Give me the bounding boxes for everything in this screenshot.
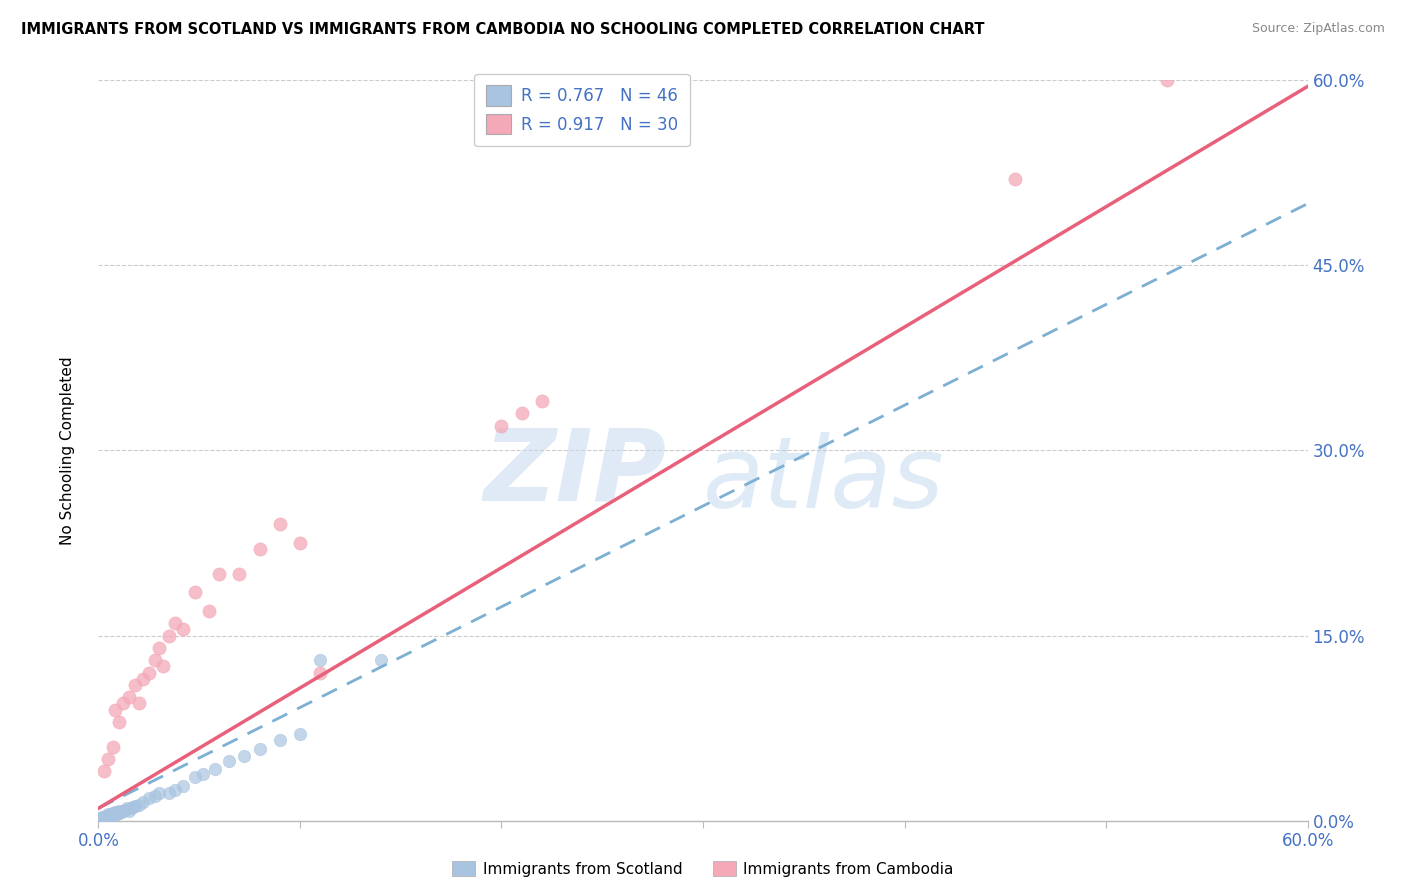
Point: [143, 789, 166, 803]
Point: [103, 805, 125, 819]
Point: [1156, 73, 1178, 87]
Point: [101, 739, 124, 754]
Text: ZIP: ZIP: [484, 425, 666, 521]
Point: [110, 805, 132, 819]
Point: [172, 623, 194, 637]
Point: [100, 807, 122, 822]
Point: [124, 798, 146, 813]
Point: [111, 697, 134, 711]
Y-axis label: No Schooling Completed: No Schooling Completed: [60, 356, 75, 545]
Point: [93, 764, 115, 779]
Point: [107, 806, 129, 821]
Point: [105, 807, 128, 822]
Point: [105, 805, 128, 819]
Legend: Immigrants from Scotland, Immigrants from Cambodia: Immigrants from Scotland, Immigrants fro…: [444, 853, 962, 884]
Point: [89, 813, 111, 827]
Point: [103, 703, 125, 717]
Point: [96, 811, 118, 825]
Point: [148, 787, 170, 801]
Point: [530, 394, 553, 409]
Point: [143, 653, 166, 667]
Text: atlas: atlas: [703, 432, 945, 529]
Point: [172, 779, 194, 793]
Point: [93, 811, 115, 825]
Point: [138, 791, 160, 805]
Point: [93, 810, 115, 824]
Point: [370, 653, 392, 667]
Point: [198, 604, 221, 618]
Point: [107, 714, 129, 729]
Point: [491, 418, 513, 433]
Point: [111, 804, 134, 818]
Point: [118, 690, 141, 705]
Point: [97, 810, 120, 824]
Point: [1004, 172, 1026, 186]
Point: [157, 787, 180, 801]
Point: [249, 742, 271, 756]
Point: [103, 807, 125, 822]
Point: [249, 542, 271, 557]
Text: IMMIGRANTS FROM SCOTLAND VS IMMIGRANTS FROM CAMBODIA NO SCHOOLING COMPLETED CORR: IMMIGRANTS FROM SCOTLAND VS IMMIGRANTS F…: [21, 22, 984, 37]
Point: [97, 752, 120, 766]
Point: [128, 697, 150, 711]
Point: [288, 727, 311, 741]
Point: [91, 810, 114, 824]
Point: [101, 808, 124, 822]
Legend: R = 0.767   N = 46, R = 0.917   N = 30: R = 0.767 N = 46, R = 0.917 N = 30: [474, 74, 690, 146]
Point: [100, 810, 122, 824]
Point: [163, 782, 186, 797]
Point: [208, 566, 231, 581]
Point: [218, 755, 240, 769]
Point: [288, 536, 311, 550]
Point: [152, 659, 174, 673]
Point: [309, 653, 332, 667]
Point: [157, 628, 180, 642]
Point: [132, 672, 155, 686]
Point: [107, 804, 129, 818]
Point: [193, 766, 215, 780]
Point: [121, 800, 143, 814]
Point: [128, 797, 150, 812]
Point: [232, 749, 254, 764]
Point: [118, 804, 141, 818]
Point: [132, 795, 155, 809]
Point: [269, 733, 291, 747]
Point: [204, 762, 226, 776]
Point: [228, 566, 250, 581]
Point: [89, 811, 111, 825]
Point: [138, 665, 160, 680]
Point: [101, 806, 124, 821]
Point: [510, 407, 533, 421]
Point: [269, 517, 291, 532]
Point: [148, 640, 170, 655]
Point: [184, 585, 207, 599]
Text: Source: ZipAtlas.com: Source: ZipAtlas.com: [1251, 22, 1385, 36]
Point: [309, 665, 332, 680]
Point: [96, 808, 118, 822]
Point: [91, 813, 114, 827]
Point: [163, 616, 186, 631]
Point: [114, 803, 136, 817]
Point: [115, 801, 138, 815]
Point: [97, 807, 120, 822]
Point: [124, 678, 146, 692]
Point: [120, 801, 142, 815]
Point: [184, 771, 207, 785]
